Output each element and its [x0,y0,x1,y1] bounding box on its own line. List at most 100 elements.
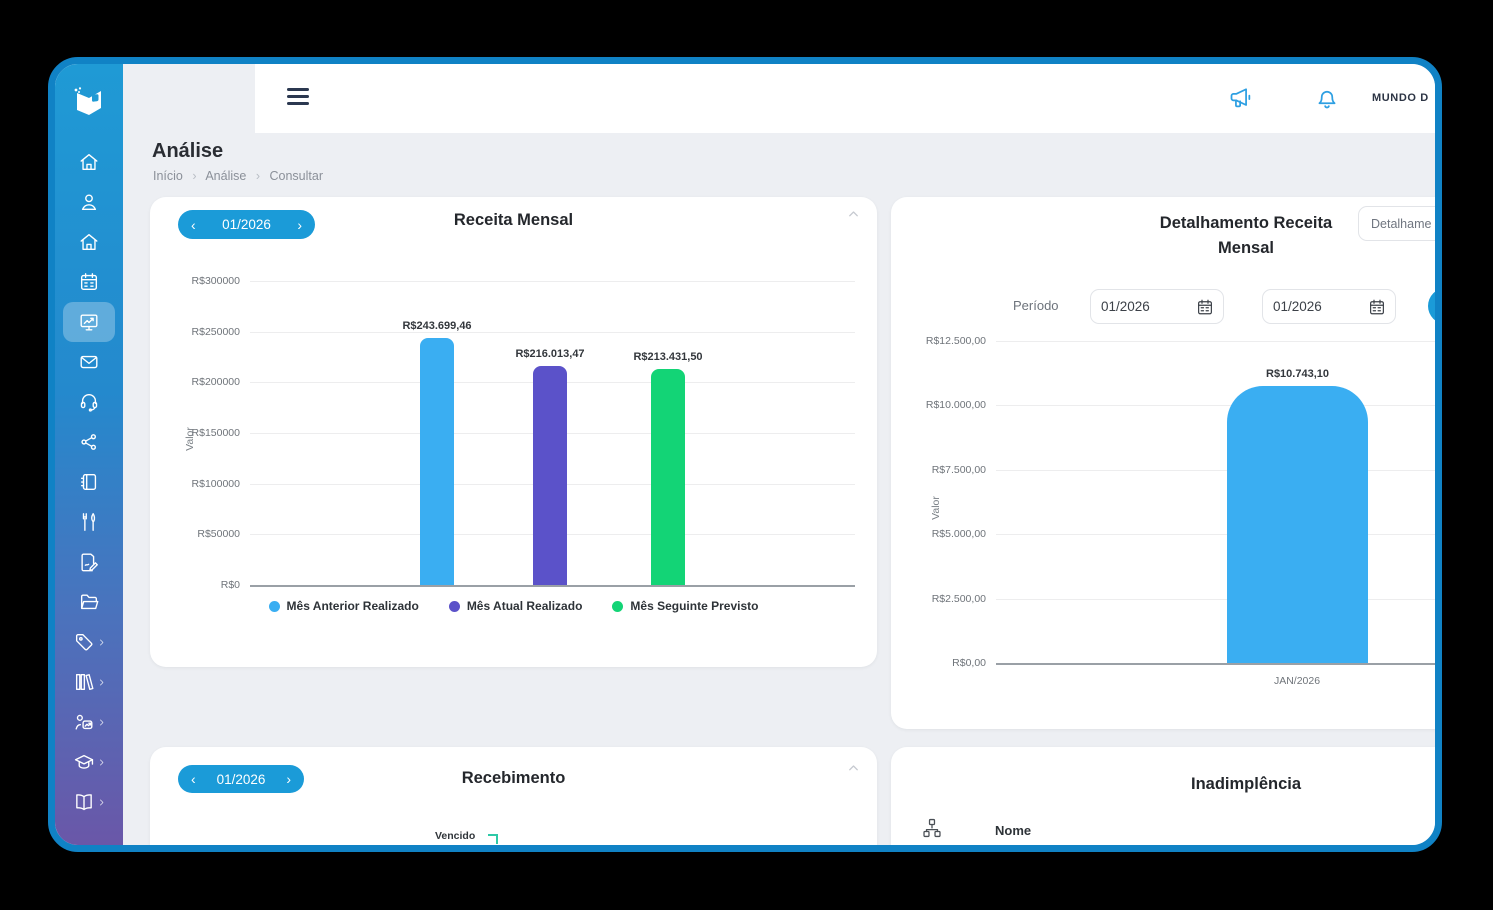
prev-month-button[interactable]: ‹ [191,216,196,233]
legend-item-mes-anterior[interactable]: Mês Anterior Realizado [268,599,419,613]
breadcrumb-separator: › [192,169,197,183]
sidebar-item-home-alt[interactable] [63,222,115,262]
sidebar-item-calendar[interactable] [63,262,115,302]
chevron-right-icon [99,759,103,765]
recebimento-card: ‹ 01/2026 › Recebimento Vencido [150,747,877,845]
restaurant-icon [82,513,96,531]
app-logo-icon [55,64,123,130]
chevron-right-icon [99,799,103,805]
sidebar-item-notebook[interactable] [63,462,115,502]
chevron-right-icon [99,679,103,685]
sidebar-item-library[interactable] [63,662,115,702]
y-axis-tick: R$0 [220,579,240,591]
y-axis-tick: R$300000 [191,275,240,287]
legend-label: Mês Atual Realizado [466,599,583,613]
bar-value-label: R$243.699,46 [402,320,472,333]
recebimento-category-label: Vencido [435,830,476,842]
recebimento-period-selector: ‹ 01/2026 › [178,765,304,793]
graduation-icon [74,754,93,769]
y-axis-label: Valor [929,496,942,520]
sidebar-item-files[interactable] [63,582,115,622]
chevron-right-icon [99,639,103,645]
notifications-button[interactable] [1313,84,1341,112]
chart-fragment [488,834,498,844]
bar-mes-anterior-realizado [420,338,454,585]
sidebar-item-support[interactable] [63,382,115,422]
page-title: Análise [152,140,224,162]
bell-icon [1318,90,1336,109]
receita-period-selector: ‹ 01/2026 › [178,210,315,239]
account-menu[interactable]: MUNDO D [1372,92,1429,104]
detalhamento-chart-plot: R$12.500,00 R$10.000,00 R$7.500,00 R$5.0… [926,335,1435,687]
detalhamento-card-title: Detalhamento Receita Mensal [996,211,1435,261]
sidebar-item-contract[interactable] [63,542,115,582]
sidebar-item-home[interactable] [63,142,115,182]
collapse-card-button[interactable] [846,761,861,781]
legend-item-mes-atual[interactable]: Mês Atual Realizado [448,599,583,613]
legend-dot-icon [448,600,460,612]
announcements-button[interactable] [1228,84,1256,112]
app-window: MUNDO D Análise Início › Análise › Consu… [48,57,1442,852]
sidebar-item-restaurant[interactable] [63,502,115,542]
y-axis-tick: R$50000 [197,528,240,541]
sidebar-item-education[interactable] [63,742,115,782]
chevron-up-icon [849,211,858,217]
y-axis-tick: R$7.500,00 [931,463,986,476]
recebimento-period-value: 01/2026 [216,771,266,787]
menu-toggle-button[interactable] [287,88,309,105]
sidebar-item-crm[interactable] [63,702,115,742]
chevron-right-icon [99,719,103,725]
breadcrumb-inicio[interactable]: Início [153,169,183,183]
headset-icon [80,393,98,412]
gridline [250,331,855,333]
y-axis-tick: R$150000 [191,427,240,439]
sidebar-item-tags[interactable] [63,622,115,662]
user-icon [81,194,97,211]
next-month-button[interactable]: › [286,771,291,787]
calendar-icon[interactable] [1368,298,1386,316]
sidebar-item-catalog[interactable] [63,782,115,822]
sidebar-item-user[interactable] [63,182,115,222]
library-icon [75,673,93,691]
y-axis-tick: R$100000 [191,477,240,490]
detalhamento-title-line2: Mensal [1218,238,1274,257]
legend-item-mes-seguinte[interactable]: Mês Seguinte Previsto [612,599,758,613]
bar-mes-seguinte: R$213.431,50 [633,281,703,585]
receita-mensal-card: ‹ 01/2026 › Receita Mensal R$300000 R$25… [150,197,877,667]
detalhamento-card: Detalhamento Receita Mensal Detalhame Pe… [891,197,1435,729]
search-button[interactable] [1428,288,1435,324]
periodo-to-input[interactable] [1263,299,1368,314]
gridline [996,534,1435,536]
breadcrumb-analise[interactable]: Análise [205,169,247,183]
next-month-button[interactable]: › [297,216,302,233]
bar-mes-anterior: R$243.699,46 [402,281,472,585]
y-axis-tick: R$0,00 [952,657,986,669]
collapse-card-button[interactable] [846,207,861,227]
recebimento-card-title: Recebimento [461,769,566,787]
share-icon [81,434,97,450]
home-alt-icon [80,233,98,251]
sidebar-item-mail[interactable] [63,342,115,382]
periodo-to-field [1262,289,1396,324]
sidebar-item-analytics[interactable] [63,302,115,342]
prev-month-button[interactable]: ‹ [191,771,196,787]
sidebar-item-share[interactable] [63,422,115,462]
periodo-from-input[interactable] [1091,299,1196,314]
chart-legend: Mês Anterior Realizado Mês Atual Realiza… [150,599,877,613]
breadcrumb-consultar[interactable]: Consultar [269,169,323,183]
hierarchy-icon[interactable] [921,817,943,844]
y-axis-tick: R$200000 [191,376,240,389]
legend-dot-icon [612,600,624,612]
calendar-icon[interactable] [1196,298,1214,316]
detalhamento-type-dropdown[interactable]: Detalhame [1358,206,1435,241]
detalhamento-title-line1: Detalhamento Receita [1159,214,1333,232]
mail-icon [80,355,98,369]
gridline [996,341,1435,342]
chevron-up-icon [849,765,858,771]
receita-chart-plot: R$300000 R$250000 R$200000 R$150000 R$10… [184,275,855,591]
inadimplencia-card: Inadimplência Nome [891,747,1435,845]
legend-label: Mês Seguinte Previsto [630,599,759,613]
topbar: MUNDO D [255,64,1435,133]
gridline [996,405,1435,407]
receita-card-title: Receita Mensal [453,211,574,229]
